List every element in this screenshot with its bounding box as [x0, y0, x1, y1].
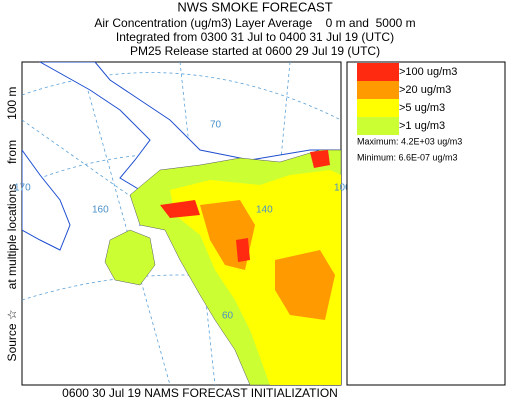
graticule-label: 100: [334, 183, 351, 194]
subtitle: PM25 Release started at 0600 29 Jul 19 (…: [130, 44, 380, 58]
legend-label: >100 ug/m3: [399, 66, 457, 78]
legend-swatch: [357, 99, 399, 117]
subtitle: Air Concentration (ug/m3) Layer Average …: [94, 16, 415, 30]
smoke-over-100: [236, 238, 250, 262]
smoke-over-20: [275, 250, 335, 320]
graticule-label: 140: [256, 205, 273, 216]
maximum: Maximum: 4.2E+03 ug/m3: [357, 136, 462, 146]
graticule-label: 160: [92, 205, 109, 216]
map: 70 170 160 140 100 60: [14, 61, 351, 386]
graticule-label: 60: [222, 311, 234, 322]
legend: >100 ug/m3 >20 ug/m3 >5 ug/m3 >1 ug/m3: [357, 63, 457, 135]
graticule: [22, 119, 151, 211]
footer: 0600 30 Jul 19 NAMS FORECAST INITIALIZAT…: [62, 386, 338, 400]
legend-label: >20 ug/m3: [399, 84, 451, 96]
legend-swatch: [357, 63, 399, 81]
graticule: [22, 274, 341, 301]
smoke-over-1: [104, 229, 156, 286]
graticule: [79, 62, 171, 385]
legend-swatch: [357, 117, 399, 135]
legend-label: >1 ug/m3: [399, 120, 445, 132]
smoke-over-100: [310, 150, 330, 168]
title: NWS SMOKE FORECAST: [177, 0, 332, 14]
graticule-label: 70: [210, 120, 222, 131]
legend-label: >5 ug/m3: [399, 102, 445, 114]
minimum: Minimum: 6.6E-07 ug/m3: [357, 152, 458, 162]
graticule-label: 170: [14, 183, 31, 194]
graticule: [22, 72, 341, 121]
smoke-over-100: [160, 200, 200, 218]
legend-swatch: [357, 81, 399, 99]
subtitle: Integrated from 0300 31 Jul to 0400 31 J…: [116, 30, 394, 44]
landmass: [22, 149, 71, 251]
side-label: Source ☆ at multiple locations from 100 …: [5, 87, 19, 362]
